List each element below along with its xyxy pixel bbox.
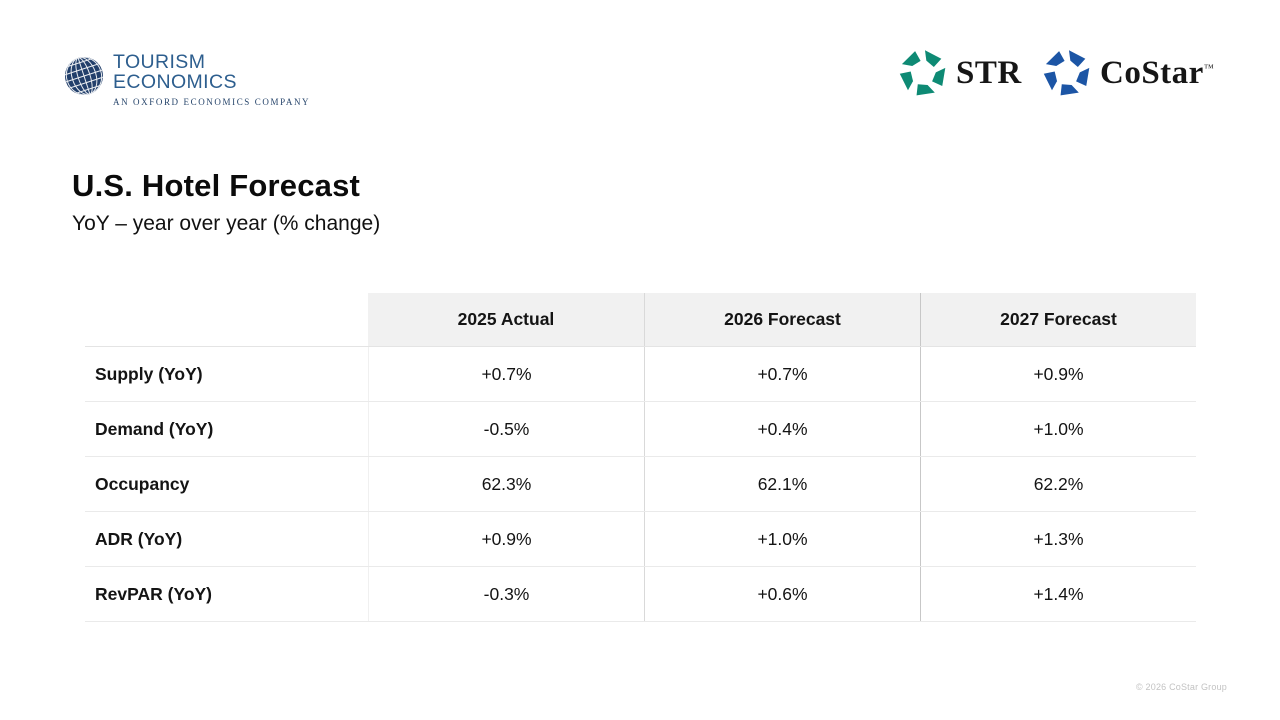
cell-value: -0.3% — [368, 567, 644, 621]
row-label: Demand (YoY) — [95, 418, 214, 439]
globe-icon — [64, 56, 104, 96]
tourism-economics-wordmark: TOURISM ECONOMICS AN OXFORD ECONOMICS CO… — [113, 52, 310, 107]
copyright-notice: © 2026 CoStar Group — [1136, 682, 1227, 692]
row-label: Supply (YoY) — [95, 363, 203, 384]
table-row-adr: ADR (YoY) +0.9% +1.0% +1.3% — [85, 512, 1196, 567]
str-mark-icon — [898, 46, 948, 100]
cell-value: +0.6% — [644, 567, 920, 621]
cell-value: 62.2% — [920, 457, 1196, 511]
column-header-2026-forecast: 2026 Forecast — [644, 293, 920, 346]
cell-value: +0.4% — [644, 402, 920, 456]
costar-logo: CoStar™ — [1042, 46, 1214, 100]
column-header-2025-actual: 2025 Actual — [368, 293, 644, 346]
costar-mark-icon — [1042, 46, 1092, 100]
trademark-symbol: ™ — [1203, 62, 1214, 74]
costar-wordmark-text: CoStar — [1100, 54, 1204, 91]
cell-value: -0.5% — [368, 402, 644, 456]
table-row-supply: Supply (YoY) +0.7% +0.7% +0.9% — [85, 347, 1196, 402]
te-tagline: AN OXFORD ECONOMICS COMPANY — [113, 97, 311, 107]
cell-value: +1.0% — [920, 402, 1196, 456]
cell-value: +1.3% — [920, 512, 1196, 566]
costar-wordmark: CoStar™ — [1100, 55, 1214, 92]
table-corner-cell — [85, 293, 368, 346]
cell-value: +0.9% — [368, 512, 644, 566]
cell-value: +0.7% — [368, 347, 644, 401]
te-wordmark-line2: ECONOMICS — [113, 71, 237, 93]
cell-value: 62.1% — [644, 457, 920, 511]
te-wordmark-line1: TOURISM — [113, 51, 206, 73]
cell-value: +1.4% — [920, 567, 1196, 621]
cell-value: +0.9% — [920, 347, 1196, 401]
table-row-revpar: RevPAR (YoY) -0.3% +0.6% +1.4% — [85, 567, 1196, 622]
row-label: ADR (YoY) — [95, 528, 183, 549]
str-logo: STR — [898, 46, 1022, 100]
str-wordmark: STR — [956, 54, 1022, 91]
cell-value: +0.7% — [644, 347, 920, 401]
table-header-row: 2025 Actual 2026 Forecast 2027 Forecast — [85, 293, 1196, 347]
table-row-occupancy: Occupancy 62.3% 62.1% 62.2% — [85, 457, 1196, 512]
table-row-demand: Demand (YoY) -0.5% +0.4% +1.0% — [85, 402, 1196, 457]
row-label: Occupancy — [95, 473, 190, 494]
page-title: U.S. Hotel Forecast — [72, 168, 361, 203]
cell-value: 62.3% — [368, 457, 644, 511]
cell-value: +1.0% — [644, 512, 920, 566]
tourism-economics-logo: TOURISM ECONOMICS AN OXFORD ECONOMICS CO… — [62, 52, 310, 107]
page-subtitle: YoY – year over year (% change) — [72, 212, 381, 235]
row-label: RevPAR (YoY) — [95, 583, 213, 604]
forecast-table: 2025 Actual 2026 Forecast 2027 Forecast … — [85, 293, 1196, 622]
column-header-2027-forecast: 2027 Forecast — [920, 293, 1196, 346]
